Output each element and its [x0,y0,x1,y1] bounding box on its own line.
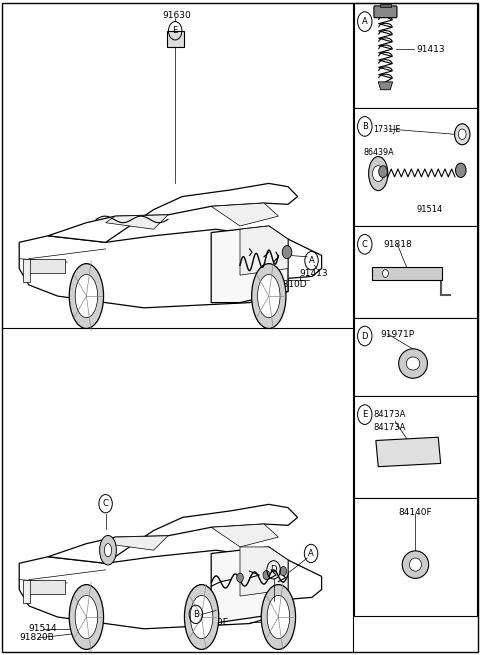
FancyBboxPatch shape [354,3,477,108]
Text: A: A [308,549,314,558]
FancyBboxPatch shape [26,259,65,273]
Text: 84140F: 84140F [398,508,432,517]
FancyBboxPatch shape [372,267,442,280]
Text: 1731JE: 1731JE [373,124,401,134]
Ellipse shape [69,263,104,328]
FancyBboxPatch shape [23,259,30,282]
FancyBboxPatch shape [354,498,477,616]
Circle shape [263,571,270,580]
Text: 84173A: 84173A [373,423,406,432]
Polygon shape [378,82,393,90]
FancyBboxPatch shape [23,580,30,603]
Ellipse shape [252,263,286,328]
Ellipse shape [191,595,213,639]
Text: B: B [193,610,199,619]
FancyBboxPatch shape [167,31,184,47]
Polygon shape [376,438,441,466]
Polygon shape [19,229,322,308]
Polygon shape [19,550,322,629]
Ellipse shape [406,357,420,370]
Bar [380,4,391,7]
Circle shape [280,567,287,576]
Text: 84173A: 84173A [373,410,406,419]
Polygon shape [211,203,278,226]
Text: E: E [362,410,367,419]
Ellipse shape [261,585,296,650]
Polygon shape [211,524,278,547]
Text: A: A [309,256,314,265]
FancyBboxPatch shape [354,226,477,318]
Polygon shape [240,547,288,596]
Polygon shape [106,536,168,550]
Circle shape [372,166,384,181]
Text: E: E [173,26,178,35]
Text: C: C [362,240,368,249]
Text: 91413: 91413 [417,45,445,54]
Polygon shape [211,547,288,624]
Ellipse shape [69,585,104,650]
FancyBboxPatch shape [374,6,397,18]
FancyBboxPatch shape [354,396,477,498]
Ellipse shape [267,595,289,639]
Text: 91413: 91413 [300,269,328,278]
Ellipse shape [409,558,421,571]
Polygon shape [106,215,168,229]
Text: D: D [361,331,368,341]
FancyBboxPatch shape [354,108,477,226]
Text: 91413: 91413 [262,611,290,620]
Circle shape [379,166,387,178]
Polygon shape [48,504,298,563]
Circle shape [282,246,292,259]
Text: 91818: 91818 [383,240,412,249]
Ellipse shape [100,536,117,565]
Text: 91810E: 91810E [194,618,229,627]
Ellipse shape [258,274,280,318]
Ellipse shape [105,544,111,557]
FancyBboxPatch shape [354,318,477,396]
Text: A: A [362,17,368,26]
Text: B: B [362,122,368,131]
Circle shape [456,163,466,178]
Circle shape [455,124,470,145]
Text: 91810D: 91810D [271,280,307,289]
Text: D: D [270,565,277,574]
Ellipse shape [398,348,427,379]
Text: 91820B: 91820B [19,633,54,643]
Text: 91971P: 91971P [381,329,415,339]
Text: 91514: 91514 [29,624,58,633]
Ellipse shape [75,274,97,318]
Text: C: C [103,499,108,508]
Text: 91514: 91514 [417,205,443,214]
Circle shape [237,573,243,582]
Ellipse shape [75,595,97,639]
Text: 91630: 91630 [162,11,191,20]
Ellipse shape [184,585,219,650]
Polygon shape [48,183,298,242]
Ellipse shape [402,551,429,578]
FancyBboxPatch shape [26,580,65,594]
Ellipse shape [369,157,388,191]
Circle shape [458,129,466,140]
Circle shape [383,270,388,278]
Polygon shape [240,226,288,275]
Text: 86439A: 86439A [364,148,395,157]
Polygon shape [211,226,288,303]
